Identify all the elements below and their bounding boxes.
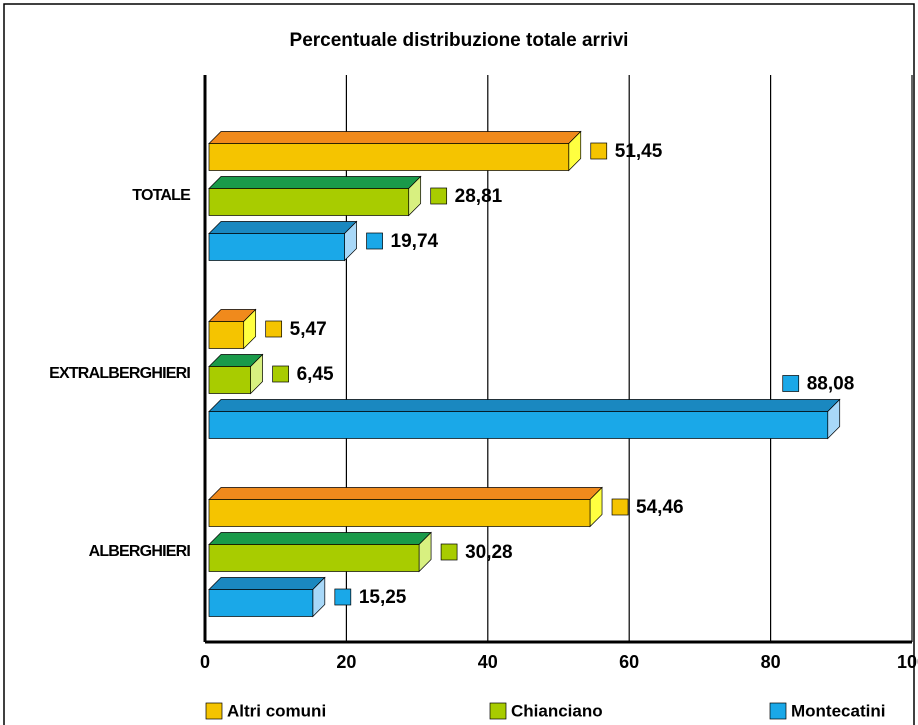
value-label: 51,45 bbox=[615, 141, 663, 162]
y-tick-label: ALBERGHIERI bbox=[89, 543, 191, 560]
value-label: 5,47 bbox=[290, 319, 327, 340]
bar bbox=[208, 233, 345, 261]
legend-key bbox=[205, 702, 223, 720]
x-tick-label: 20 bbox=[336, 652, 356, 672]
value-label-key bbox=[590, 142, 608, 160]
value-label-key bbox=[611, 498, 629, 516]
legend-key bbox=[769, 702, 787, 720]
value-label-key bbox=[782, 375, 800, 392]
bar bbox=[208, 499, 591, 527]
y-tick-label: EXTRALBERGHIERI bbox=[49, 365, 190, 382]
chart-title: Percentuale distribuzione totale arrivi bbox=[290, 30, 629, 51]
bar bbox=[208, 411, 829, 439]
value-label-key bbox=[440, 543, 458, 561]
value-label: 54,46 bbox=[636, 497, 684, 518]
x-tick-label: 60 bbox=[619, 652, 639, 672]
legend-label: Altri comuni bbox=[227, 701, 326, 720]
value-label: 28,81 bbox=[455, 186, 503, 207]
bar bbox=[208, 589, 314, 617]
x-tick-label: 80 bbox=[761, 652, 781, 672]
bar bbox=[208, 366, 251, 394]
value-label-key bbox=[265, 320, 283, 338]
value-label: 6,45 bbox=[297, 364, 334, 385]
frame bbox=[3, 3, 915, 725]
value-label-key bbox=[366, 232, 383, 250]
bar bbox=[208, 321, 245, 349]
legend-label: Montecatini bbox=[791, 701, 885, 720]
bar-top bbox=[208, 532, 432, 545]
bar bbox=[208, 544, 420, 572]
value-label: 15,25 bbox=[359, 587, 407, 608]
x-tick-label: 0 bbox=[200, 652, 210, 672]
y-tick-label: TOTALE bbox=[132, 187, 191, 204]
bar-top bbox=[208, 221, 358, 234]
bar bbox=[208, 143, 570, 171]
value-label: 30,28 bbox=[465, 542, 513, 563]
bar-top bbox=[208, 399, 841, 412]
bar bbox=[208, 188, 410, 216]
value-label-key bbox=[430, 187, 448, 205]
x-tick-label: 40 bbox=[478, 652, 498, 672]
bar-top bbox=[208, 176, 422, 189]
bar-top bbox=[208, 131, 582, 144]
legend-label: Chianciano bbox=[511, 701, 603, 720]
legend-key bbox=[489, 702, 507, 720]
value-label-key bbox=[334, 588, 352, 606]
bar-top bbox=[208, 487, 603, 500]
value-label-key bbox=[272, 365, 289, 383]
x-tick-label: 100 bbox=[897, 652, 918, 672]
value-label: 88,08 bbox=[807, 374, 855, 395]
value-label: 19,74 bbox=[391, 231, 439, 252]
bar-top bbox=[208, 577, 326, 590]
